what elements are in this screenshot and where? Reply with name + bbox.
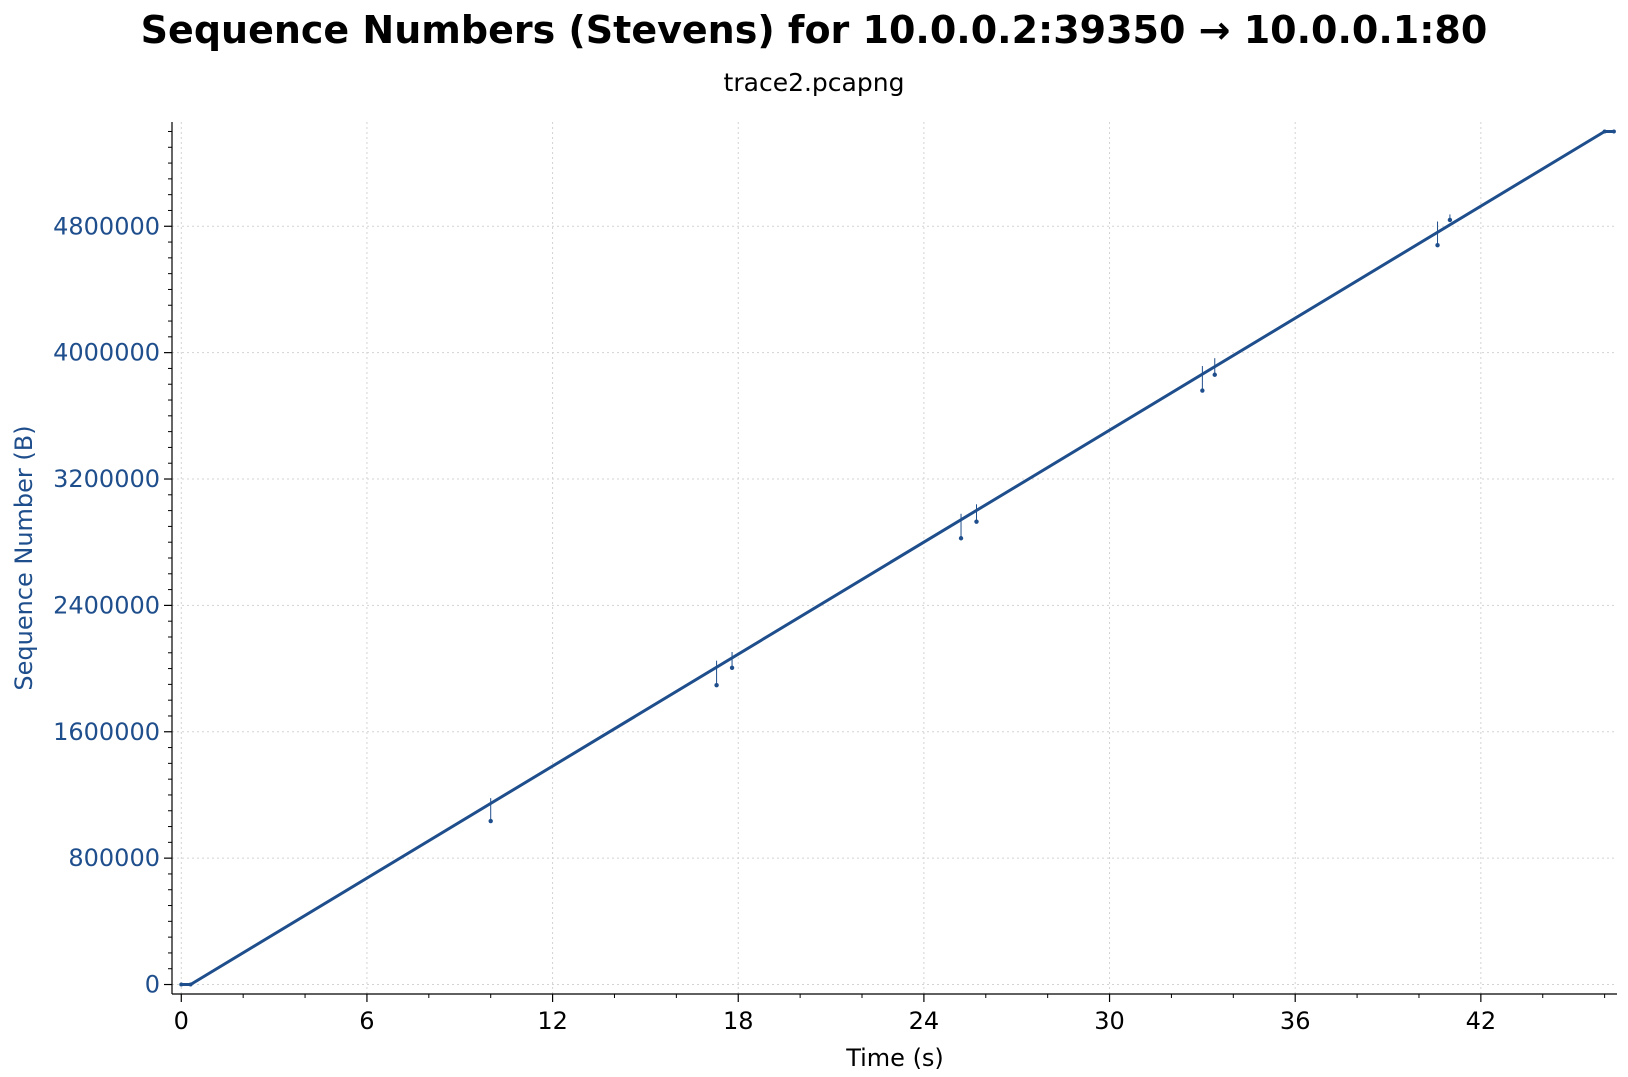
y-tick-label: 4000000 bbox=[53, 339, 160, 367]
y-tick-label: 3200000 bbox=[53, 465, 160, 493]
retransmission-point bbox=[488, 818, 493, 824]
x-tick-label: 24 bbox=[909, 1007, 940, 1035]
retransmission-point bbox=[729, 665, 735, 670]
y-axis-label: Sequence Number (B) bbox=[10, 425, 38, 690]
x-tick-label: 0 bbox=[174, 1007, 189, 1035]
retransmission-point bbox=[974, 519, 979, 524]
sequence-point bbox=[179, 982, 184, 987]
x-tick-label: 36 bbox=[1280, 1007, 1311, 1035]
retransmission-point bbox=[1447, 217, 1453, 223]
retransmission-point bbox=[958, 536, 964, 541]
axes bbox=[164, 122, 1617, 1002]
sequence-series-line bbox=[181, 130, 1614, 986]
grid-lines bbox=[172, 122, 1617, 994]
y-ticks: 0 800000 1600000 2400000 3200000 4000000 48000… bbox=[53, 212, 160, 998]
x-tick-label: 30 bbox=[1094, 1007, 1125, 1035]
y-tick-label: 2400000 bbox=[53, 591, 160, 619]
y-tick-label: 1600000 bbox=[53, 718, 160, 746]
y-tick-label: 0 bbox=[145, 971, 160, 999]
retransmission-point bbox=[1200, 388, 1205, 393]
chart-subtitle: trace2.pcapng bbox=[723, 68, 905, 97]
retransmission-point bbox=[714, 682, 719, 688]
x-tick-label: 42 bbox=[1466, 1007, 1497, 1035]
sequence-point bbox=[188, 982, 193, 987]
sequence-point bbox=[1602, 129, 1607, 134]
y-tick-label: 800000 bbox=[68, 844, 160, 872]
chart-title: Sequence Numbers (Stevens) for 10.0.0.2:… bbox=[140, 8, 1488, 52]
retransmission-point bbox=[1435, 243, 1440, 248]
x-tick-label: 6 bbox=[359, 1007, 374, 1035]
x-tick-label: 12 bbox=[537, 1007, 568, 1035]
x-ticks: 0 6 12 18 24 30 36 42 bbox=[174, 1007, 1496, 1035]
data-series bbox=[179, 129, 1616, 987]
y-tick-label: 4800000 bbox=[53, 212, 160, 240]
x-tick-label: 18 bbox=[723, 1007, 754, 1035]
x-axis-label: Time (s) bbox=[845, 1044, 944, 1072]
sequence-point bbox=[1611, 129, 1616, 134]
retransmission-point bbox=[1212, 372, 1217, 377]
